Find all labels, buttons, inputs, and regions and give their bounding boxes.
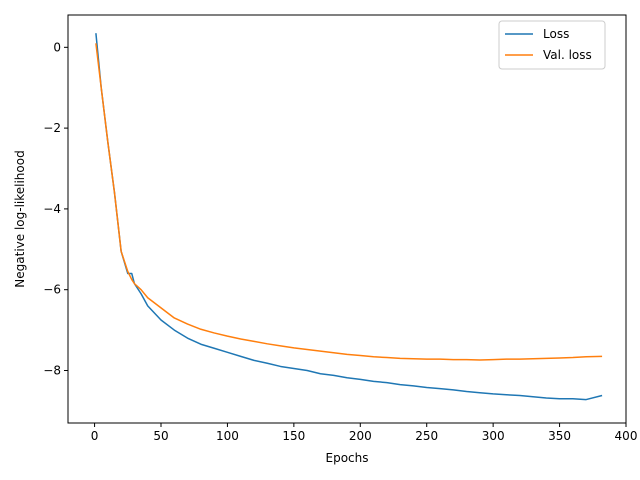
y-tick-label: −6 [43, 283, 61, 297]
x-tick-label: 150 [282, 429, 305, 443]
y-tick-label: 0 [53, 40, 61, 54]
y-axis-label: Negative log-likelihood [13, 150, 27, 287]
plot-frame [67, 14, 627, 424]
y-tick-label: −2 [43, 121, 61, 135]
legend-label-0: Loss [543, 27, 569, 41]
x-tick-label: 100 [216, 429, 239, 443]
x-axis: 0 50 100 150 200 250 300 350 400 [91, 423, 638, 443]
y-tick-label: −8 [43, 363, 61, 377]
y-axis: 0 −2 −4 −6 −8 [43, 40, 68, 377]
x-tick-label: 0 [91, 429, 99, 443]
x-tick-label: 200 [349, 429, 372, 443]
series-line-1 [95, 43, 603, 361]
x-axis-label: Epochs [326, 451, 369, 465]
legend-box [498, 20, 606, 70]
x-tick-label: 50 [153, 429, 168, 443]
x-tick-label: 400 [615, 429, 638, 443]
legend: Loss Val. loss [498, 20, 606, 70]
legend-label-1: Val. loss [543, 48, 592, 62]
x-tick-label: 300 [482, 429, 505, 443]
series-layer [95, 33, 603, 401]
x-tick-label: 350 [548, 429, 571, 443]
x-tick-label: 250 [415, 429, 438, 443]
y-tick-label: −4 [43, 202, 61, 216]
